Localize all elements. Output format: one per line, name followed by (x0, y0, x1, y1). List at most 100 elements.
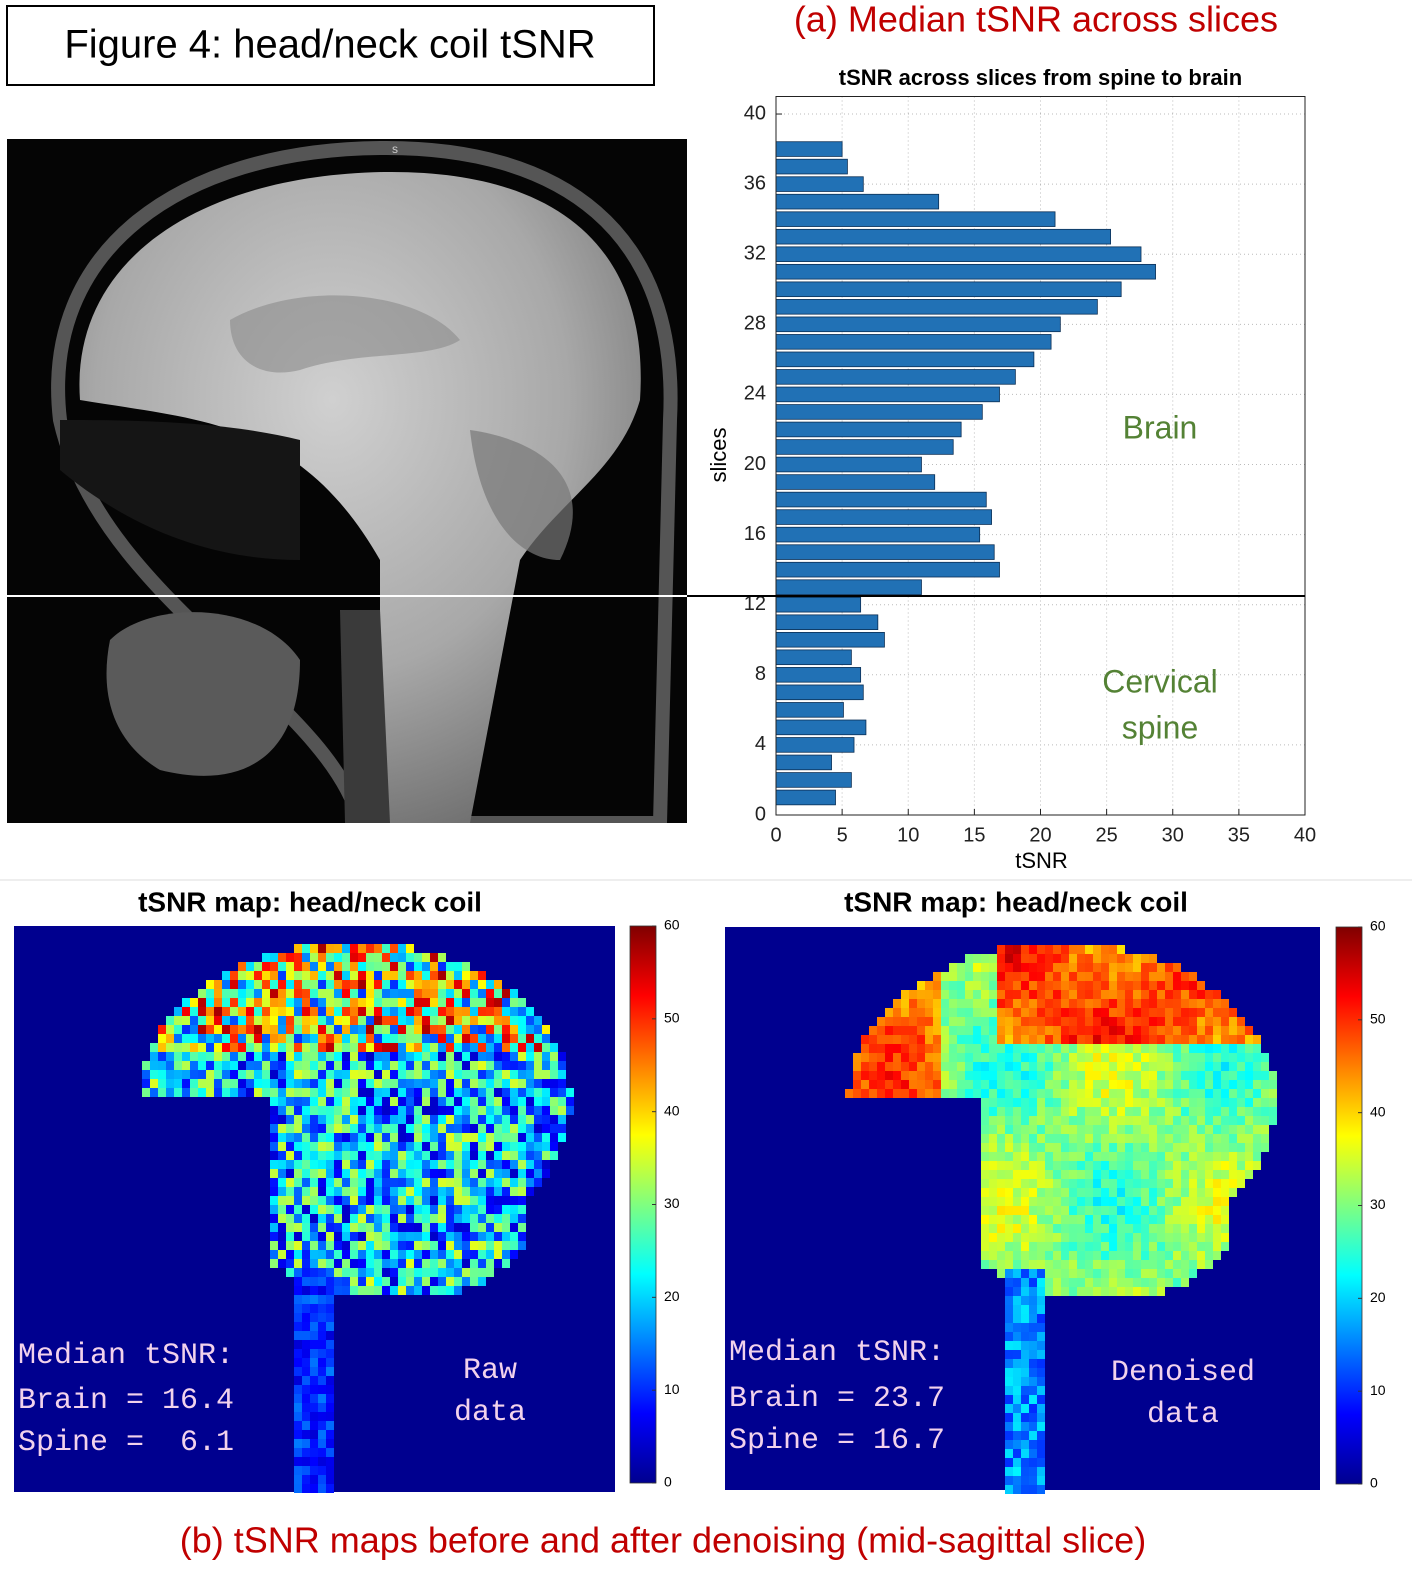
heatmap-cell (510, 1178, 518, 1187)
heatmap-cell (1053, 972, 1061, 981)
heatmap-cell (350, 1151, 358, 1160)
heatmap-cell (1261, 1125, 1269, 1134)
heatmap-cell (510, 1232, 518, 1241)
heatmap-cell (1101, 1116, 1109, 1125)
heatmap-cell (326, 1331, 334, 1340)
heatmap-cell (294, 1151, 302, 1160)
heatmap-cell (1165, 1161, 1173, 1170)
heatmap-cell (430, 989, 438, 998)
heatmap-cell (997, 954, 1005, 963)
heatmap-cell (510, 1097, 518, 1106)
heatmap-cell (334, 1097, 342, 1106)
heatmap-cell (302, 1196, 310, 1205)
heatmap-cell (1165, 981, 1173, 990)
heatmap-cell (446, 962, 454, 971)
heatmap-cell (310, 1187, 318, 1196)
heatmap-cell (182, 1016, 190, 1025)
heatmap-cell (462, 1088, 470, 1097)
heatmap-cell (885, 1062, 893, 1071)
heatmap-cell (1181, 1080, 1189, 1089)
heatmap-cell (422, 953, 430, 962)
heatmap-cell (358, 1070, 366, 1079)
heatmap-cell (390, 1043, 398, 1052)
heatmap-cell (414, 1151, 422, 1160)
heatmap-cell (1061, 1143, 1069, 1152)
heatmap-cell (318, 1160, 326, 1169)
heatmap-cell (957, 1017, 965, 1026)
heatmap-cell (190, 1070, 198, 1079)
heatmap-cell (406, 1187, 414, 1196)
heatmap-cell (358, 1025, 366, 1034)
heatmap-cell (1157, 990, 1165, 999)
heatmap-cell (286, 1016, 294, 1025)
heatmap-cell (278, 1250, 286, 1259)
heatmap-cell (1005, 1197, 1013, 1206)
heatmap-cell (1069, 990, 1077, 999)
heatmap-cell (1077, 1233, 1085, 1242)
heatmap-cell (1213, 1161, 1221, 1170)
heatmap-cell (302, 1331, 310, 1340)
heatmap-cell (502, 1106, 510, 1115)
heatmap-cell (1093, 1179, 1101, 1188)
heatmap-cell (1013, 1188, 1021, 1197)
heatmap-cell (1037, 1395, 1045, 1404)
heatmap-cell (1125, 981, 1133, 990)
heatmap-cell (1117, 1008, 1125, 1017)
heatmap-cell (318, 1403, 326, 1412)
heatmap-cell (454, 1142, 462, 1151)
heatmap-cell (1197, 1035, 1205, 1044)
heatmap-cell (230, 1043, 238, 1052)
heatmap-cell (358, 1061, 366, 1070)
heatmap-cell (454, 1187, 462, 1196)
heatmap-cell (382, 998, 390, 1007)
heatmap-cell (1205, 1107, 1213, 1116)
heatmap-cell (398, 1097, 406, 1106)
heatmap-cell (438, 989, 446, 998)
heatmap-cell (446, 1061, 454, 1070)
heatmap-cell (1181, 1026, 1189, 1035)
heatmap-cell (382, 1142, 390, 1151)
heatmap-cell (446, 1124, 454, 1133)
colorbar-tick-label: 50 (1370, 1011, 1386, 1027)
heatmap-cell (438, 1223, 446, 1232)
heatmap-cell (518, 1142, 526, 1151)
heatmap-cell (326, 1394, 334, 1403)
heatmap-cell (302, 1106, 310, 1115)
heatmap-cell (398, 1196, 406, 1205)
heatmap-cell (1189, 1071, 1197, 1080)
heatmap-cell (1149, 972, 1157, 981)
heatmap-cell (358, 1124, 366, 1133)
heatmap-cell (1037, 1071, 1045, 1080)
heatmap-cell (310, 1169, 318, 1178)
heatmap-cell (454, 1223, 462, 1232)
heatmap-cell (462, 1205, 470, 1214)
heatmap-cell (1261, 1098, 1269, 1107)
bar (775, 228, 1111, 245)
heatmap-cell (398, 1250, 406, 1259)
heatmap-cell (1205, 1008, 1213, 1017)
heatmap-cell (1117, 1125, 1125, 1134)
heatmap-cell (518, 1187, 526, 1196)
heatmap-cell (1021, 1287, 1029, 1296)
heatmap-cell (997, 1161, 1005, 1170)
heatmap-cell (286, 1007, 294, 1016)
heatmap-cell (1045, 1044, 1053, 1053)
heatmap-cell (1093, 972, 1101, 981)
heatmap-cell (1157, 1215, 1165, 1224)
heatmap-cell (406, 1142, 414, 1151)
heatmap-cell (1029, 945, 1037, 954)
heatmap-cell (382, 1034, 390, 1043)
heatmap-cell (989, 1179, 997, 1188)
heatmap-cell (478, 1223, 486, 1232)
heatmap-cell (542, 1115, 550, 1124)
heatmap-cell (1149, 1215, 1157, 1224)
heatmap-cell (334, 1007, 342, 1016)
heatmap-cell (1125, 1251, 1133, 1260)
heatmap-cell (510, 1133, 518, 1142)
heatmap-cell (374, 1241, 382, 1250)
heatmap-cell (1133, 1116, 1141, 1125)
heatmap-cell (494, 1097, 502, 1106)
heatmap-cell (486, 1241, 494, 1250)
heatmap-cell (206, 1061, 214, 1070)
y-tick-label: 24 (744, 383, 766, 405)
